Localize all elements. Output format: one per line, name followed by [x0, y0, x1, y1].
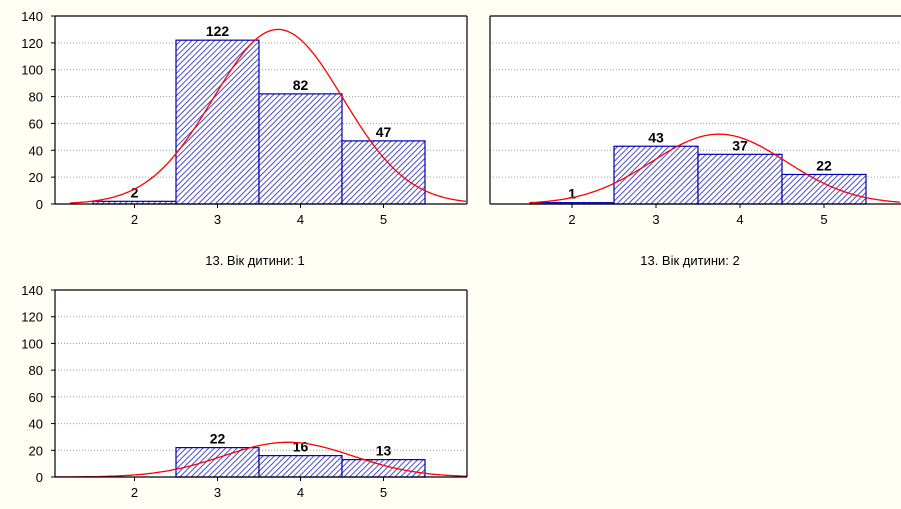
x-tick-label: 5	[820, 212, 827, 227]
y-tick-label: 100	[21, 63, 43, 78]
bar-value-label: 22	[816, 157, 832, 173]
x-tick-label: 4	[297, 485, 304, 500]
bar-3	[175, 39, 260, 205]
bar-4	[258, 455, 343, 478]
x-tick-label: 2	[131, 212, 138, 227]
x-tick-label: 3	[214, 212, 221, 227]
y-tick-label: 80	[29, 363, 43, 378]
y-tick-label: 0	[36, 470, 43, 485]
chart-1-title: 13. Вік дитини: 1	[205, 253, 305, 268]
x-tick-label: 2	[131, 485, 138, 500]
x-tick-label: 5	[380, 485, 387, 500]
normal-curve	[69, 28, 467, 204]
x-tick-label: 5	[380, 212, 387, 227]
histogram-chart-2: 1 2 43 3 37 4 22 5	[489, 15, 901, 227]
y-tick-label: 20	[29, 170, 43, 185]
y-tick-label: 60	[29, 116, 43, 131]
bar-5	[341, 459, 426, 478]
plot-area	[55, 290, 467, 477]
x-tick-label: 2	[568, 212, 575, 227]
bar-value-label: 1	[568, 186, 576, 202]
bar-value-label: 37	[732, 137, 748, 153]
x-tick-label: 3	[214, 485, 221, 500]
bar-value-label: 2	[131, 184, 139, 200]
y-tick-label: 140	[21, 9, 43, 24]
y-tick-label: 20	[29, 443, 43, 458]
normal-curve	[529, 133, 901, 204]
bar-value-label: 82	[293, 77, 309, 93]
x-tick-label: 4	[297, 212, 304, 227]
bar-value-label: 13	[376, 443, 392, 459]
bar-value-label: 47	[376, 124, 392, 140]
bar-4	[697, 153, 783, 205]
y-tick-label: 40	[29, 417, 43, 432]
y-tick-label: 80	[29, 90, 43, 105]
y-tick-label: 120	[21, 310, 43, 325]
bar-3	[613, 145, 699, 205]
bar-3	[175, 447, 260, 478]
histogram-chart-1: 0 20 40 60 80 100 120 140 2 2 122 3 82 4 47 5	[21, 9, 468, 227]
y-tick-label: 140	[21, 283, 43, 298]
chart-2-title: 13. Вік дитини: 2	[640, 253, 740, 268]
bar-value-label: 16	[293, 439, 309, 455]
bar-5	[781, 173, 867, 205]
x-tick-label: 4	[736, 212, 743, 227]
bar-value-label: 122	[206, 23, 230, 39]
y-tick-label: 40	[29, 143, 43, 158]
bar-value-label: 43	[648, 129, 664, 145]
bar-value-label: 22	[210, 431, 226, 447]
bar-5	[341, 140, 426, 205]
y-tick-label: 60	[29, 390, 43, 405]
y-tick-label: 100	[21, 336, 43, 351]
x-tick-label: 3	[652, 212, 659, 227]
normal-curve	[55, 441, 467, 478]
y-tick-label: 120	[21, 36, 43, 51]
bar-4	[258, 93, 343, 205]
y-tick-label: 0	[36, 197, 43, 212]
